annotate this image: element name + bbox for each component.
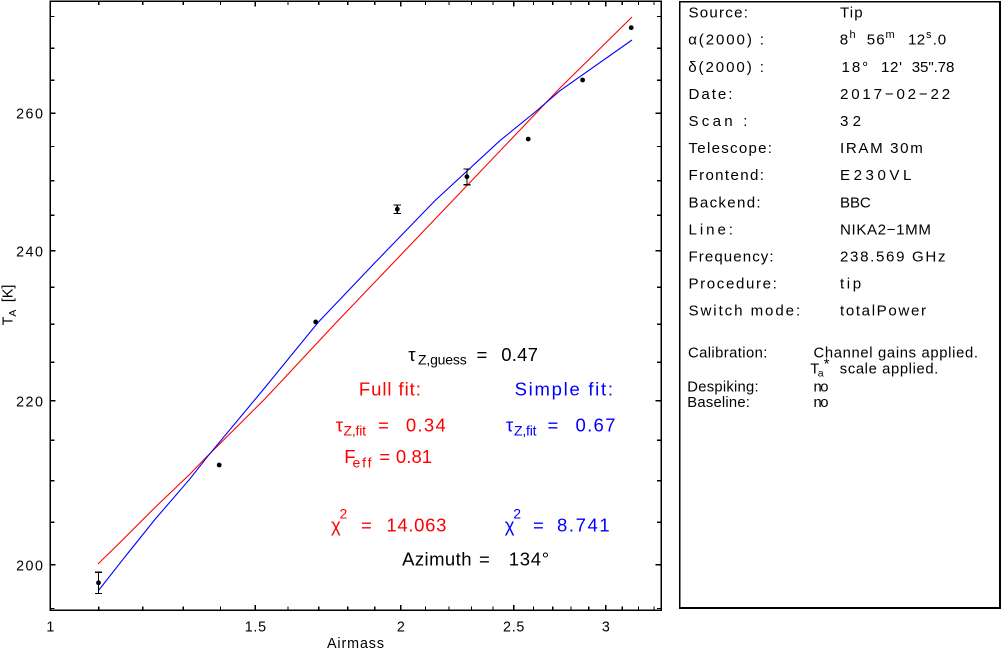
svg-text:Calibration:: Calibration: — [688, 346, 767, 362]
svg-text:0.67: 0.67 — [576, 415, 616, 436]
svg-text:Backend:: Backend: — [689, 194, 761, 211]
svg-text:a: a — [818, 367, 824, 379]
svg-text:1: 1 — [46, 620, 54, 636]
svg-text:1.5: 1.5 — [245, 620, 266, 636]
svg-text:=: = — [379, 446, 390, 467]
svg-text:totalPower: totalPower — [840, 303, 926, 320]
svg-text:238.569 GHz: 238.569 GHz — [840, 249, 946, 266]
svg-text:=: = — [378, 415, 389, 436]
svg-text:18°: 18° — [842, 59, 869, 76]
svg-text:2.5: 2.5 — [503, 620, 524, 636]
svg-text:=: = — [548, 415, 559, 436]
svg-text:=: = — [533, 515, 544, 536]
svg-text:no: no — [814, 395, 829, 411]
svg-text:220: 220 — [16, 395, 43, 411]
svg-text:56: 56 — [867, 32, 885, 49]
svg-text:τ: τ — [408, 344, 416, 365]
svg-text:no: no — [814, 379, 829, 395]
svg-text:Channel gains applied.: Channel gains applied. — [814, 346, 979, 362]
svg-text:Azimuth: Azimuth — [402, 549, 471, 570]
svg-text:τ: τ — [506, 415, 514, 436]
svg-text:Z,guess: Z,guess — [418, 352, 467, 368]
svg-text:h: h — [850, 29, 856, 41]
svg-text:Despiking:: Despiking: — [687, 379, 758, 395]
svg-text:Z,fit: Z,fit — [344, 422, 367, 438]
svg-text:scale applied.: scale applied. — [840, 361, 939, 377]
svg-text:134°: 134° — [509, 549, 550, 570]
svg-text:*: * — [824, 356, 830, 372]
svg-text:Frequency:: Frequency: — [689, 249, 774, 266]
svg-text:Switch mode:: Switch mode: — [689, 303, 801, 320]
svg-text:8: 8 — [840, 32, 848, 49]
svg-text:NIKA2−1MM: NIKA2−1MM — [840, 221, 931, 238]
svg-text:2: 2 — [513, 506, 521, 522]
svg-text:260: 260 — [16, 106, 43, 122]
svg-text:s: s — [926, 29, 932, 41]
svg-text:Z,fit: Z,fit — [514, 422, 537, 438]
svg-text:τ: τ — [336, 415, 344, 436]
svg-text:.0: .0 — [933, 32, 947, 49]
svg-text:χ: χ — [505, 515, 515, 536]
svg-text:=: = — [361, 515, 372, 536]
svg-text:2: 2 — [397, 620, 405, 636]
svg-text:Scan :: Scan : — [689, 113, 748, 130]
svg-text:3: 3 — [602, 620, 610, 636]
svg-text:Full fit:: Full fit: — [359, 379, 421, 400]
svg-text:TA [K]: TA [K] — [1, 285, 20, 326]
svg-text:Frontend:: Frontend: — [689, 167, 764, 184]
svg-text:14.063: 14.063 — [386, 515, 446, 536]
svg-text:0.81: 0.81 — [396, 446, 432, 467]
svg-text:T: T — [810, 361, 819, 377]
svg-text:240: 240 — [16, 245, 43, 261]
svg-text:=: = — [479, 549, 490, 570]
svg-text:0.34: 0.34 — [406, 415, 446, 436]
svg-text:eff: eff — [353, 455, 372, 471]
svg-text:BBC: BBC — [840, 194, 871, 211]
svg-text:Telescope:: Telescope: — [689, 140, 773, 157]
svg-text:Airmass: Airmass — [327, 636, 384, 649]
svg-text:12': 12' — [881, 59, 902, 76]
svg-text:Simple fit:: Simple fit: — [515, 379, 613, 400]
svg-text:Baseline:: Baseline: — [687, 395, 750, 411]
svg-text:Line:: Line: — [689, 221, 734, 238]
svg-text:m: m — [886, 29, 895, 41]
svg-text:F: F — [344, 446, 355, 467]
svg-text:χ: χ — [331, 515, 341, 536]
svg-text:IRAM 30m: IRAM 30m — [840, 140, 923, 157]
svg-text:200: 200 — [16, 558, 43, 574]
svg-text:35".78: 35".78 — [912, 59, 955, 76]
svg-text:Source:: Source: — [689, 5, 748, 22]
svg-text:=: = — [477, 344, 488, 365]
svg-text:0.47: 0.47 — [501, 344, 538, 365]
svg-text:8.741: 8.741 — [557, 515, 610, 536]
svg-text:2: 2 — [340, 506, 348, 522]
svg-text:12: 12 — [908, 32, 925, 49]
svg-text:Procedure:: Procedure: — [689, 276, 777, 293]
svg-text:Tip: Tip — [840, 5, 863, 22]
